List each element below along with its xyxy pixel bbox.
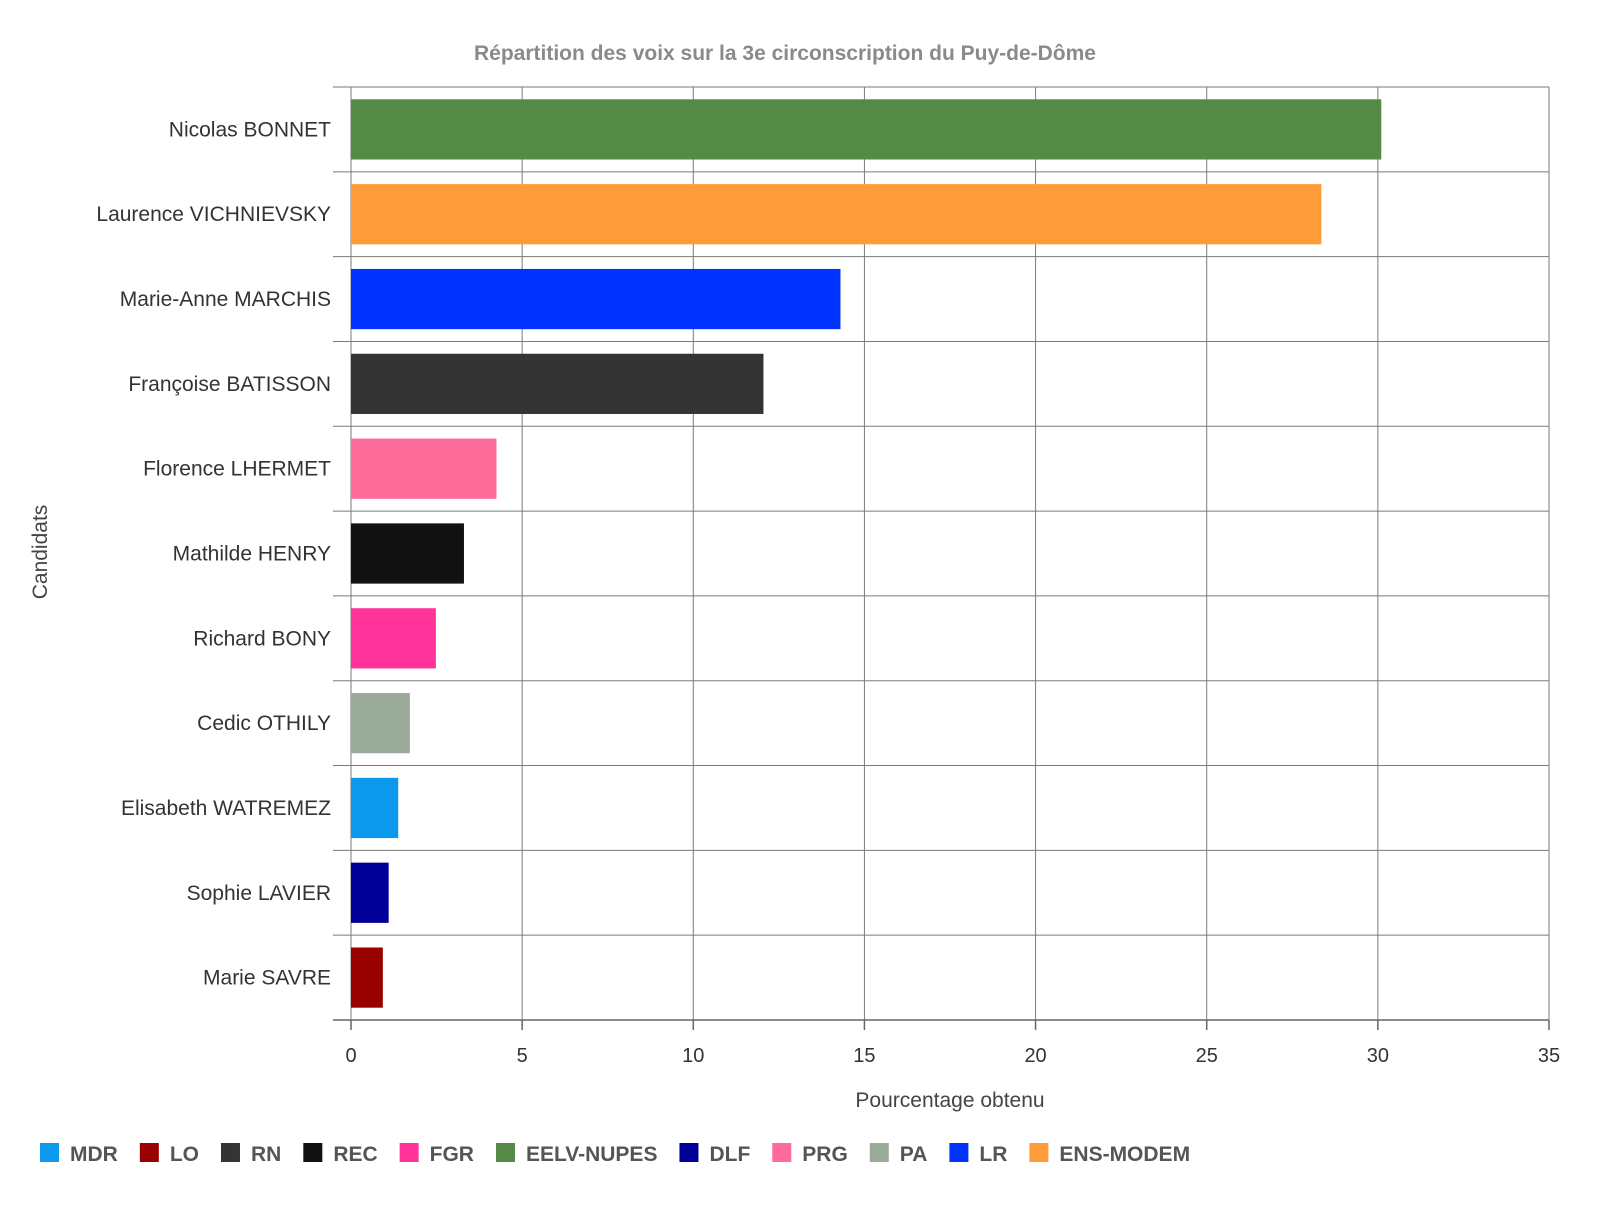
legend-label: RN [251, 1143, 281, 1166]
legend-label: LO [170, 1143, 199, 1166]
category-label: Françoise BATISSON [128, 373, 331, 396]
legend-swatch [949, 1143, 969, 1162]
x-tick-label: 0 [345, 1045, 356, 1067]
legend-item[interactable]: DLF [679, 1143, 750, 1166]
bar[interactable] [351, 693, 410, 754]
x-tick-label: 30 [1367, 1045, 1389, 1067]
x-tick-label: 35 [1538, 1045, 1560, 1067]
legend-swatch [679, 1143, 699, 1162]
category-label: Elisabeth WATREMEZ [121, 797, 331, 820]
category-label: Marie SAVRE [203, 967, 331, 990]
bar[interactable] [351, 947, 383, 1008]
legend-label: EELV-NUPES [526, 1143, 657, 1166]
bar[interactable] [351, 184, 1322, 245]
legend-label: LR [979, 1143, 1007, 1166]
legend-item[interactable]: ENS-MODEM [1029, 1143, 1190, 1166]
x-axis-title: Pourcentage obtenu [855, 1089, 1044, 1112]
legend-swatch [303, 1143, 323, 1162]
legend-swatch [139, 1143, 159, 1162]
legend-swatch [869, 1143, 889, 1162]
bar[interactable] [351, 523, 464, 584]
bars [351, 99, 1382, 1008]
legend-label: PRG [802, 1143, 848, 1166]
legend-item[interactable]: LO [139, 1143, 199, 1166]
legend-label: DLF [709, 1143, 750, 1166]
category-label: Laurence VICHNIEVSKY [96, 203, 331, 226]
legend-item[interactable]: MDR [40, 1143, 118, 1166]
legend-item[interactable]: PRG [772, 1143, 848, 1166]
legend-label: ENS-MODEM [1059, 1143, 1190, 1166]
bar[interactable] [351, 438, 497, 499]
category-label: Florence LHERMET [143, 458, 331, 481]
bar[interactable] [351, 608, 436, 669]
x-tick-label: 5 [517, 1045, 528, 1067]
bar[interactable] [351, 862, 389, 923]
x-tick-label: 25 [1196, 1045, 1218, 1067]
bar[interactable] [351, 777, 399, 839]
legend-label: REC [333, 1143, 377, 1166]
legend: MDR LO RN REC FGR EELV-NUPES DLF PRG PA LR ENS-MOD… [40, 1143, 1190, 1166]
legend-swatch [220, 1143, 240, 1162]
category-label: Mathilde HENRY [173, 543, 331, 566]
legend-label: PA [900, 1143, 928, 1166]
legend-item[interactable]: RN [220, 1143, 281, 1166]
category-label: Cedic OTHILY [197, 712, 331, 735]
legend-swatch [399, 1143, 419, 1162]
legend-label: MDR [70, 1143, 118, 1166]
legend-swatch [1029, 1143, 1049, 1162]
legend-swatch [495, 1143, 515, 1162]
legend-item[interactable]: FGR [399, 1143, 474, 1166]
x-tick-label: 10 [682, 1045, 704, 1067]
category-label: Richard BONY [193, 627, 331, 650]
bar[interactable] [351, 268, 841, 330]
legend-item[interactable]: REC [303, 1143, 378, 1166]
x-tick-labels: 0 5 10 15 20 25 30 35 [345, 1045, 1560, 1067]
legend-item[interactable]: PA [869, 1143, 928, 1166]
legend-swatch [772, 1143, 792, 1162]
bar[interactable] [351, 99, 1382, 160]
x-tick-label: 15 [853, 1045, 875, 1067]
y-axis-title: Candidats [29, 505, 52, 600]
bar[interactable] [351, 353, 764, 414]
chart-title: Répartition des voix sur la 3e circonscr… [474, 42, 1096, 65]
category-labels: Nicolas BONNET Laurence VICHNIEVSKY Marie-… [96, 118, 331, 989]
category-label: Sophie LAVIER [187, 882, 331, 905]
legend-item[interactable]: LR [949, 1143, 1007, 1166]
legend-swatch [40, 1143, 59, 1162]
legend-item[interactable]: EELV-NUPES [495, 1143, 657, 1166]
x-tick-label: 20 [1024, 1045, 1046, 1067]
category-label: Marie-Anne MARCHIS [120, 288, 331, 311]
category-label: Nicolas BONNET [169, 118, 331, 141]
legend-label: FGR [430, 1143, 474, 1166]
